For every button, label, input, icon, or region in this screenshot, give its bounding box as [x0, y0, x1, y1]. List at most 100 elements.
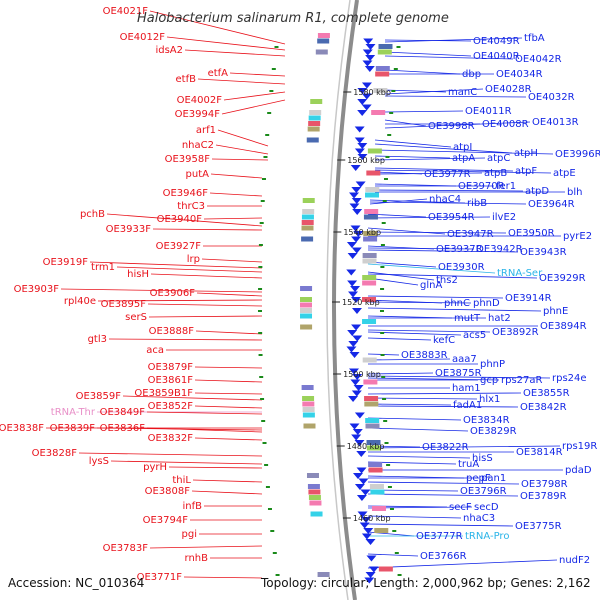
gene-label-right: pdaD [565, 465, 592, 476]
connector-line [367, 295, 504, 299]
gene-label-left: OE3794F [143, 515, 189, 526]
gene-label-right: OE3798R [521, 479, 568, 490]
gene-label-left: OE3808F [145, 486, 191, 497]
gene-label-right: atpB [484, 168, 507, 179]
gene-label-right: tRNA-Ser [497, 268, 543, 279]
reverse-gene-arrow [349, 368, 360, 375]
tick-dash [389, 112, 394, 114]
gene-label-right: OE3947R [447, 229, 494, 240]
tick-dash [258, 332, 263, 334]
tick-dash [382, 200, 387, 202]
tick-dash [397, 574, 402, 576]
reverse-gene-arrow [348, 396, 359, 402]
tick-dash [259, 376, 264, 378]
gene-label-right: OE3842R [520, 402, 567, 413]
gene-label-right: OE4034R [496, 69, 543, 80]
category-block [308, 495, 321, 500]
connector-line [215, 144, 269, 155]
gene-label-right: secD [474, 502, 499, 513]
tick-dash [261, 420, 266, 422]
reverse-gene-arrow [365, 539, 376, 545]
gene-label-left: OE3839F [50, 423, 96, 434]
gene-label-left: OE3861F [148, 375, 194, 386]
gene-label-right: hlx1 [479, 394, 500, 405]
gene-label-left: OE3783F [103, 543, 149, 554]
category-block [302, 412, 315, 418]
gene-label-left: lysS [89, 456, 109, 467]
gene-label-right: OE4011R [465, 106, 512, 117]
category-block [302, 396, 315, 401]
category-block [301, 385, 314, 390]
connector-line [110, 460, 263, 465]
connector-line [369, 198, 428, 205]
connector-line [367, 461, 457, 465]
gene-label-right: ths2 [436, 275, 458, 286]
connector-line [367, 375, 551, 379]
connector-line [146, 411, 263, 415]
tick-dash [274, 46, 279, 48]
gene-label-right: nhaC3 [463, 513, 495, 524]
gene-label-right: OE4040R [473, 51, 520, 62]
category-block [317, 38, 330, 44]
category-block [366, 445, 381, 451]
tick-dash [260, 398, 265, 400]
reverse-gene-arrow [360, 489, 371, 496]
reverse-gene-arrow [364, 577, 375, 584]
tick-dash [258, 288, 263, 290]
category-block [375, 71, 390, 77]
gene-label-right: kefC [433, 335, 455, 346]
connector-line [146, 427, 263, 433]
connector-line [116, 266, 263, 273]
category-block [317, 572, 330, 577]
gene-label-right: OE3996R [555, 149, 600, 160]
reverse-gene-arrow [350, 286, 361, 292]
reverse-gene-arrow [361, 533, 372, 540]
connector-line [384, 69, 461, 75]
reverse-gene-arrow [351, 390, 362, 397]
reverse-gene-arrow [362, 49, 373, 56]
connector-line [367, 277, 419, 286]
reverse-gene-arrow [348, 291, 359, 298]
category-block [364, 209, 379, 214]
gene-label-left: OE3903F [14, 284, 60, 295]
gene-label-right: fadA1 [453, 400, 482, 411]
reverse-gene-arrow [351, 236, 362, 243]
gene-label-right: OE3875R [435, 368, 482, 379]
gene-label-right: OE4028R [485, 84, 532, 95]
gene-label-left: OE3838F [0, 423, 44, 434]
reverse-gene-arrow [347, 330, 358, 336]
gene-label-left: OE3852F [148, 401, 194, 412]
connector-line [374, 169, 552, 174]
gene-label-right: atpI [453, 142, 472, 153]
connector-line [367, 403, 452, 406]
gene-label-right: secF [449, 502, 472, 513]
tick-dash [391, 90, 396, 92]
gene-label-right: ilvE2 [492, 212, 516, 223]
gene-label-right: OE3943R [520, 247, 567, 258]
gene-label-right: OE4032R [528, 92, 575, 103]
gene-label-left: pchB [80, 209, 105, 220]
category-block [362, 280, 377, 286]
category-block [362, 297, 376, 302]
gene-label-right: acs5 [463, 330, 486, 341]
connector-line [367, 307, 542, 312]
connector-line [367, 559, 558, 569]
connector-line [229, 72, 286, 77]
gene-label-right: hat2 [488, 313, 511, 324]
category-block [299, 308, 312, 313]
gene-label-right: rps24e [552, 373, 587, 384]
gene-label-right: rps27aR [501, 375, 543, 386]
tick-dash [259, 222, 264, 224]
connector-line [384, 88, 484, 95]
connector-line [194, 379, 263, 383]
reverse-gene-arrow [355, 181, 366, 188]
gene-label-right: ham1 [452, 383, 481, 394]
scale-mark-label: 1580 kbp [353, 88, 391, 97]
gene-label-left: OE4002F [177, 95, 223, 106]
reverse-gene-arrow [361, 104, 372, 111]
tick-dash [381, 222, 386, 224]
connector-line [367, 358, 451, 361]
tick-dash [267, 112, 272, 114]
tick-dash [393, 68, 398, 70]
